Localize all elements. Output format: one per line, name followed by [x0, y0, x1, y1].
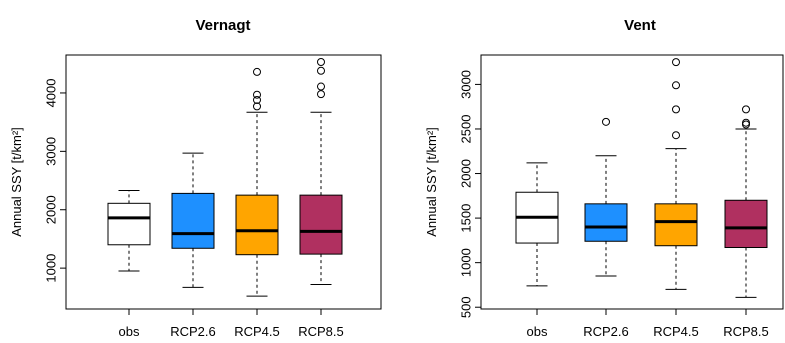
x-tick-label: RCP2.6: [583, 324, 629, 339]
outlier-point: [672, 58, 680, 67]
x-tick-label: RCP4.5: [234, 324, 280, 339]
panel-vent: Vent Annual SSY [t/km²] 500 1000 1500 2000 2…: [424, 17, 784, 339]
y-tick-label: 1000: [458, 248, 473, 277]
x-tick-label: RCP4.5: [653, 324, 699, 339]
y-tick-label: 3000: [43, 137, 58, 166]
outlier-point: [317, 90, 325, 99]
outlier-point: [253, 67, 261, 76]
outlier-point: [317, 66, 325, 75]
box-RCP4.5: [654, 58, 698, 290]
x-tick-label: obs: [527, 324, 548, 339]
y-tick-label: 1500: [458, 204, 473, 233]
outlier-point: [253, 102, 261, 111]
box-RCP2.6: [171, 152, 215, 288]
box-obs: [107, 189, 151, 272]
outlier-point: [317, 82, 325, 91]
box-RCP8.5: [724, 105, 768, 298]
x-axis: obs RCP2.6 RCP4.5 RCP8.5: [527, 308, 769, 339]
boxes: [515, 58, 768, 298]
outlier-point: [253, 95, 261, 104]
iqr-box: [654, 203, 698, 247]
iqr-box: [171, 192, 215, 249]
x-tick-label: RCP2.6: [170, 324, 216, 339]
y-axis-label: Annual SSY [t/km²]: [9, 127, 24, 237]
box-RCP4.5: [235, 67, 279, 297]
y-tick-label: 2500: [458, 115, 473, 144]
x-tick-label: obs: [119, 324, 140, 339]
y-tick-label: 1000: [43, 254, 58, 283]
iqr-box: [299, 194, 343, 255]
box-RCP8.5: [299, 58, 343, 285]
outlier-point: [672, 131, 680, 140]
panel-vernagt: Vernagt Annual SSY [t/km²] 1000 2000 3000 4…: [9, 17, 382, 339]
y-tick-label: 4000: [43, 78, 58, 107]
y-axis: 500 1000 1500 2000 2500 3000: [458, 70, 482, 318]
outlier-point: [742, 105, 750, 114]
y-tick-label: 2000: [43, 195, 58, 224]
x-tick-label: RCP8.5: [298, 324, 344, 339]
y-axis-label: Annual SSY [t/km²]: [424, 127, 439, 237]
chart-title: Vent: [624, 17, 656, 34]
outlier-point: [317, 58, 325, 67]
boxes: [107, 58, 343, 297]
iqr-box: [584, 203, 628, 242]
outlier-point: [742, 118, 750, 127]
iqr-box: [107, 202, 151, 246]
outlier-point: [672, 81, 680, 90]
y-axis: 1000 2000 3000 4000: [43, 78, 67, 283]
outlier-point: [253, 90, 261, 99]
plot-frame: [65, 54, 382, 310]
y-tick-label: 3000: [458, 70, 473, 99]
x-axis: obs RCP2.6 RCP4.5 RCP8.5: [119, 308, 344, 339]
plot-frame: [480, 54, 784, 310]
y-tick-label: 500: [458, 296, 473, 318]
iqr-box: [724, 199, 768, 249]
iqr-box: [235, 194, 279, 256]
y-tick-label: 2000: [458, 159, 473, 188]
box-RCP2.6: [584, 117, 628, 277]
chart-title: Vernagt: [195, 17, 250, 34]
box-obs: [515, 162, 559, 287]
outlier-point: [602, 117, 610, 126]
x-tick-label: RCP8.5: [723, 324, 769, 339]
outlier-point: [672, 105, 680, 114]
